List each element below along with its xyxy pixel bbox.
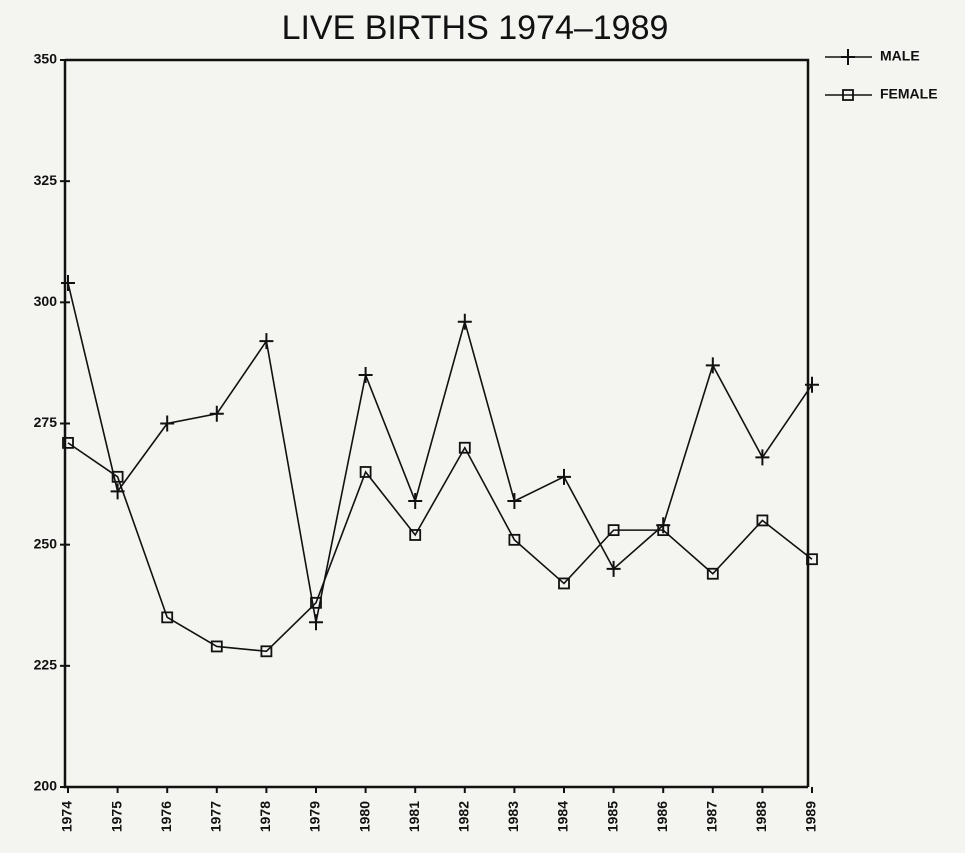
x-tick-label: 1975	[108, 801, 124, 832]
point-marker	[557, 468, 571, 485]
x-tick-label: 1976	[158, 801, 174, 832]
y-tick-label: 350	[34, 51, 58, 67]
point-marker	[805, 376, 819, 393]
y-tick-label: 225	[34, 657, 58, 673]
point-marker	[62, 436, 74, 449]
x-tick-label: 1983	[505, 801, 521, 832]
point-marker	[458, 441, 471, 454]
series-line	[67, 282, 813, 623]
point-marker	[111, 470, 124, 483]
y-tick-label: 275	[34, 414, 58, 430]
point-marker	[706, 567, 719, 580]
point-marker	[457, 313, 472, 330]
y-tick-label: 250	[34, 535, 58, 551]
point-marker	[260, 645, 273, 658]
point-marker	[358, 367, 373, 384]
x-tick-label: 1979	[307, 801, 323, 832]
point-marker	[756, 514, 769, 527]
legend-label: FEMALE	[880, 86, 938, 102]
point-marker	[806, 553, 818, 566]
x-tick-label: 1981	[406, 801, 422, 832]
y-tick-label: 325	[34, 172, 58, 188]
x-tick-label: 1985	[604, 801, 620, 832]
point-marker	[359, 466, 372, 478]
chart-title: LIVE BIRTHS 1974–1989	[282, 9, 669, 47]
point-marker	[209, 405, 224, 422]
point-marker	[755, 449, 770, 466]
x-tick-label: 1977	[208, 801, 224, 832]
x-tick-label: 1980	[356, 801, 372, 832]
x-tick-label: 1988	[753, 801, 769, 832]
x-tick-label: 1984	[555, 801, 571, 832]
x-tick-label: 1974	[59, 801, 75, 832]
y-tick-label: 300	[34, 293, 58, 309]
point-marker	[607, 524, 620, 537]
point-marker	[259, 333, 274, 350]
point-marker	[161, 611, 174, 624]
point-marker	[705, 357, 720, 374]
series-line	[67, 442, 813, 653]
legend-label: MALE	[880, 48, 920, 64]
point-marker	[606, 560, 621, 577]
point-marker	[507, 493, 522, 510]
x-tick-label: 1982	[456, 801, 472, 832]
point-marker	[210, 640, 223, 653]
point-marker	[409, 529, 422, 541]
point-marker	[160, 415, 175, 432]
point-marker	[508, 533, 521, 546]
point-marker	[310, 596, 322, 609]
point-marker	[408, 493, 423, 510]
x-tick-label: 1986	[654, 801, 670, 832]
point-marker	[841, 49, 855, 65]
point-marker	[842, 89, 854, 101]
point-marker	[558, 577, 570, 590]
point-marker	[657, 524, 670, 537]
x-tick-label: 1987	[704, 801, 720, 832]
y-tick-label: 200	[34, 778, 58, 794]
point-marker	[309, 614, 323, 631]
x-tick-label: 1989	[803, 801, 819, 832]
point-marker	[61, 274, 75, 291]
x-tick-label: 1978	[257, 801, 273, 832]
